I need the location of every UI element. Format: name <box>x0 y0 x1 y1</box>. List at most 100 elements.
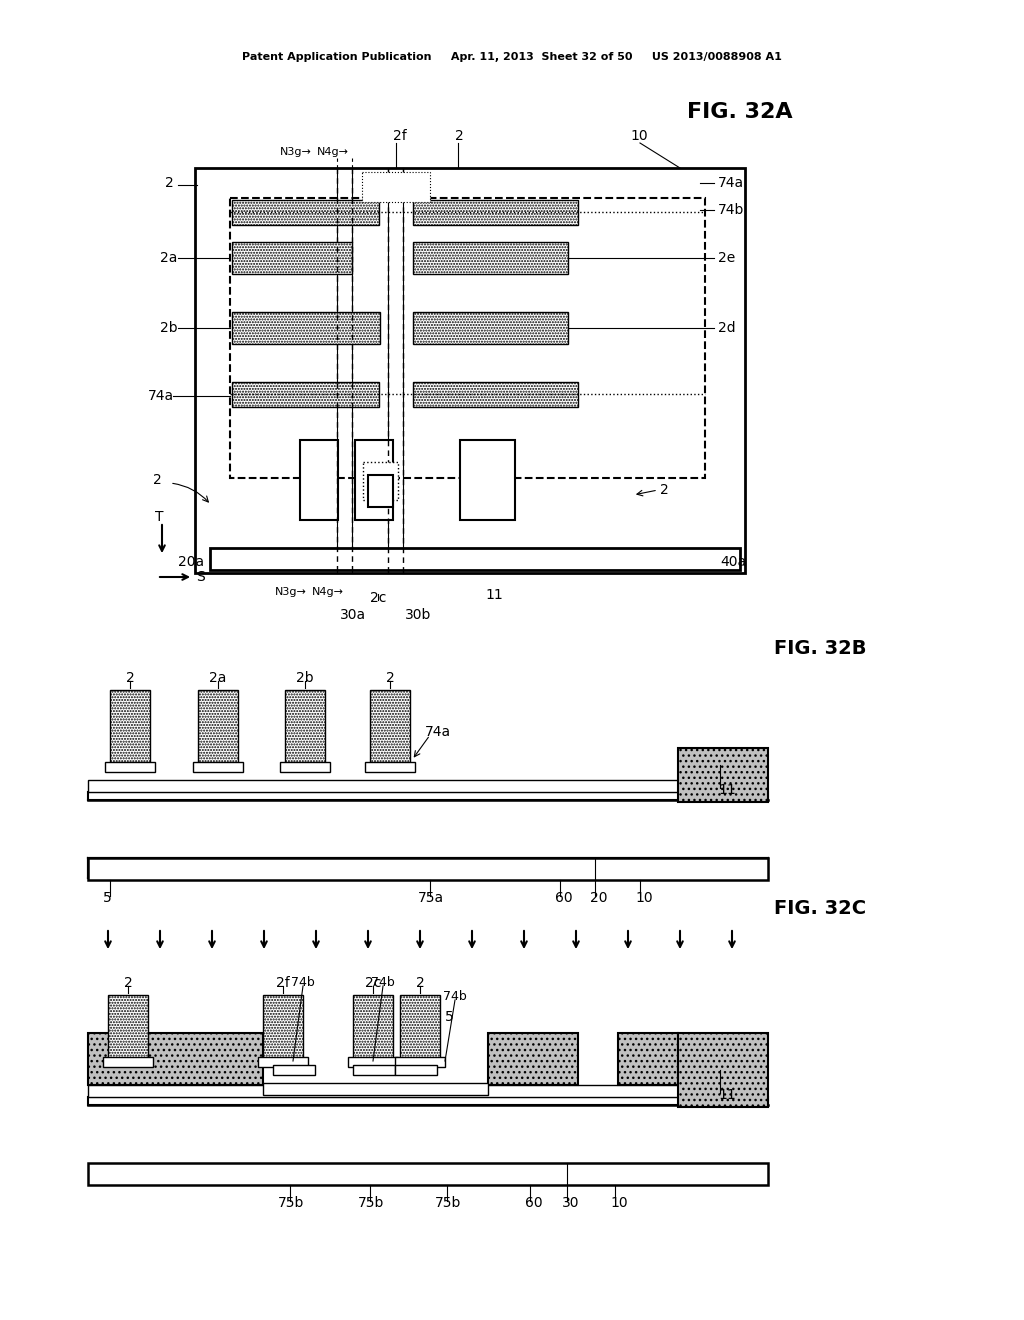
Text: 2b: 2b <box>296 671 313 685</box>
Text: FIG. 32A: FIG. 32A <box>687 102 793 121</box>
Bar <box>88 1085 678 1097</box>
Text: T: T <box>155 510 164 524</box>
Bar <box>395 1057 445 1067</box>
Bar <box>678 748 768 803</box>
Bar <box>370 690 410 766</box>
Bar <box>460 440 515 520</box>
Text: 74a: 74a <box>148 389 174 403</box>
Bar <box>103 1057 153 1067</box>
Text: 74a: 74a <box>425 725 452 739</box>
Bar <box>108 995 148 1060</box>
Bar <box>258 1057 308 1067</box>
Text: 74b: 74b <box>291 977 314 990</box>
Bar <box>88 1034 263 1085</box>
Bar <box>365 762 415 772</box>
Bar <box>368 475 393 507</box>
Text: 60: 60 <box>525 1196 543 1210</box>
Text: 11: 11 <box>718 783 736 797</box>
Text: 60: 60 <box>555 891 572 906</box>
Text: 10: 10 <box>635 891 652 906</box>
Bar <box>88 858 768 880</box>
Text: FIG. 32C: FIG. 32C <box>774 899 866 917</box>
Text: 20: 20 <box>590 891 607 906</box>
Text: 2: 2 <box>386 671 394 685</box>
Bar <box>263 995 303 1060</box>
Text: 74b: 74b <box>443 990 467 1003</box>
Bar <box>400 995 440 1060</box>
Bar <box>88 858 768 878</box>
Text: 2a: 2a <box>209 671 226 685</box>
Text: 2e: 2e <box>718 251 735 265</box>
Bar <box>413 381 578 407</box>
Text: N3g→: N3g→ <box>275 587 307 597</box>
Bar <box>353 1065 395 1074</box>
Text: N3g→: N3g→ <box>280 147 312 157</box>
Text: 74a: 74a <box>718 176 744 190</box>
Bar <box>300 440 338 520</box>
Text: FIG. 32B: FIG. 32B <box>774 639 866 657</box>
Text: 2d: 2d <box>718 321 735 335</box>
Bar <box>88 1097 768 1105</box>
Text: 5: 5 <box>103 891 112 906</box>
Text: 75b: 75b <box>278 1196 304 1210</box>
Bar <box>198 690 238 766</box>
Text: 75b: 75b <box>435 1196 462 1210</box>
Text: 74b: 74b <box>718 203 744 216</box>
Bar <box>362 462 398 500</box>
Bar <box>232 242 352 275</box>
Bar <box>678 1034 768 1107</box>
Bar <box>105 762 155 772</box>
Text: 75b: 75b <box>358 1196 384 1210</box>
Text: 2c: 2c <box>365 975 381 990</box>
Text: 2: 2 <box>660 483 669 498</box>
Text: Patent Application Publication     Apr. 11, 2013  Sheet 32 of 50     US 2013/008: Patent Application Publication Apr. 11, … <box>242 51 782 62</box>
Bar <box>232 312 380 345</box>
Text: 5: 5 <box>445 1010 454 1024</box>
Bar <box>88 1163 768 1185</box>
Bar <box>88 792 768 800</box>
Bar <box>353 995 393 1060</box>
Text: N4g→: N4g→ <box>312 587 344 597</box>
Text: 20a: 20a <box>178 554 204 569</box>
Bar <box>110 690 150 766</box>
Text: 2: 2 <box>165 176 174 190</box>
Text: 2f: 2f <box>276 975 290 990</box>
Bar <box>88 800 768 858</box>
Bar <box>413 242 568 275</box>
Text: 2c: 2c <box>370 591 386 605</box>
Bar <box>280 762 330 772</box>
Text: 10: 10 <box>630 129 647 143</box>
Text: 2: 2 <box>153 473 162 487</box>
Bar <box>413 312 568 345</box>
Text: 30b: 30b <box>406 609 431 622</box>
Text: 2: 2 <box>124 975 132 990</box>
Bar <box>618 1034 678 1085</box>
Bar <box>88 780 678 792</box>
Text: 2b: 2b <box>160 321 177 335</box>
Text: 74b: 74b <box>371 977 395 990</box>
Bar <box>195 168 745 573</box>
Bar <box>230 198 705 478</box>
Bar <box>210 548 740 570</box>
Text: S: S <box>196 570 205 583</box>
Text: 2a: 2a <box>160 251 177 265</box>
Text: 2: 2 <box>416 975 424 990</box>
Bar <box>355 440 393 520</box>
Text: 2: 2 <box>455 129 464 143</box>
Bar <box>285 690 325 766</box>
Bar <box>348 1057 398 1067</box>
Bar <box>263 1082 488 1096</box>
Bar <box>273 1065 315 1074</box>
Bar <box>193 762 243 772</box>
Text: 10: 10 <box>610 1196 628 1210</box>
Bar <box>88 1105 768 1163</box>
Bar <box>88 858 768 878</box>
Text: 30: 30 <box>562 1196 580 1210</box>
Text: 2f: 2f <box>393 129 407 143</box>
Text: 2: 2 <box>126 671 134 685</box>
Bar <box>488 1034 578 1085</box>
Bar <box>413 201 578 224</box>
Bar <box>88 800 768 858</box>
Bar <box>232 381 379 407</box>
Text: 11: 11 <box>718 1088 736 1102</box>
